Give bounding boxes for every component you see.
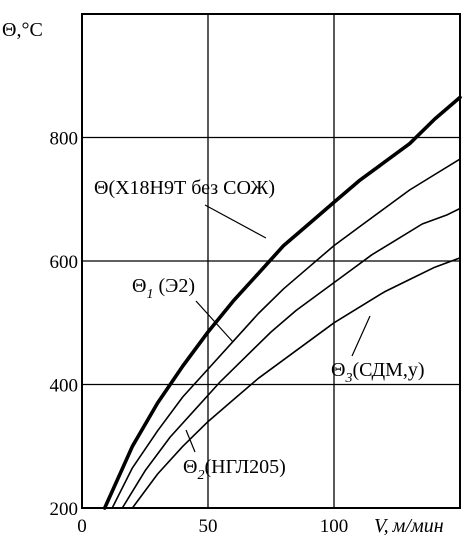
series-label-4: Θ3(СДМ,у) [331, 359, 425, 386]
series-label-text: (Х18Н9Т без СОЖ) [108, 177, 275, 199]
y-tick-label-200: 200 [50, 499, 79, 520]
series-line-4 [131, 257, 461, 509]
x-axis-variable: V, [374, 515, 389, 537]
leader-line-2 [195, 300, 234, 343]
plot-frame [81, 13, 461, 509]
series-label-symbol: Θ [331, 359, 345, 381]
x-tick-label-100: 100 [320, 516, 349, 537]
series-line-3 [121, 207, 461, 509]
y-tick-label-400: 400 [50, 376, 79, 397]
series-labels: Θ(Х18Н9Т без СОЖ)Θ1 (Э2)Θ2(НГЛ205)Θ3(СДМ… [94, 177, 425, 483]
grid-lines [82, 14, 460, 508]
series-label-3: Θ2(НГЛ205) [183, 456, 286, 483]
leader-line-4 [351, 315, 371, 357]
leader-line-3 [185, 429, 196, 453]
series-line-1 [102, 95, 462, 510]
series-label-symbol: Θ [183, 456, 197, 478]
y-tick-label-600: 600 [50, 252, 79, 273]
series-label-2: Θ1 (Э2) [132, 275, 195, 302]
label-leader-lines [185, 204, 371, 453]
series-label-text: (СДМ,у) [352, 359, 424, 381]
leader-line-1 [204, 204, 267, 239]
series-label-subscript: 3 [344, 371, 352, 386]
x-tick-label-50: 50 [199, 516, 218, 537]
series-label-subscript: 1 [146, 287, 153, 302]
series-label-1: Θ(Х18Н9Т без СОЖ) [94, 177, 275, 199]
x-tick-label-0: 0 [77, 516, 87, 537]
x-axis-label: V, м/мин [374, 515, 444, 537]
tick-labels: 200 400 600 800 0 50 100 [50, 129, 349, 538]
y-axis-label: Θ,°C [2, 19, 43, 41]
series-line-2 [111, 158, 461, 509]
series-lines [102, 95, 462, 510]
y-tick-label-800: 800 [50, 129, 79, 150]
series-label-subscript: 2 [197, 468, 204, 483]
series-label-text: (НГЛ205) [204, 456, 285, 478]
series-label-symbol: Θ [132, 275, 146, 297]
x-axis-unit: м/мин [392, 515, 444, 537]
series-label-symbol: Θ [94, 177, 108, 199]
series-label-text: (Э2) [153, 275, 195, 297]
